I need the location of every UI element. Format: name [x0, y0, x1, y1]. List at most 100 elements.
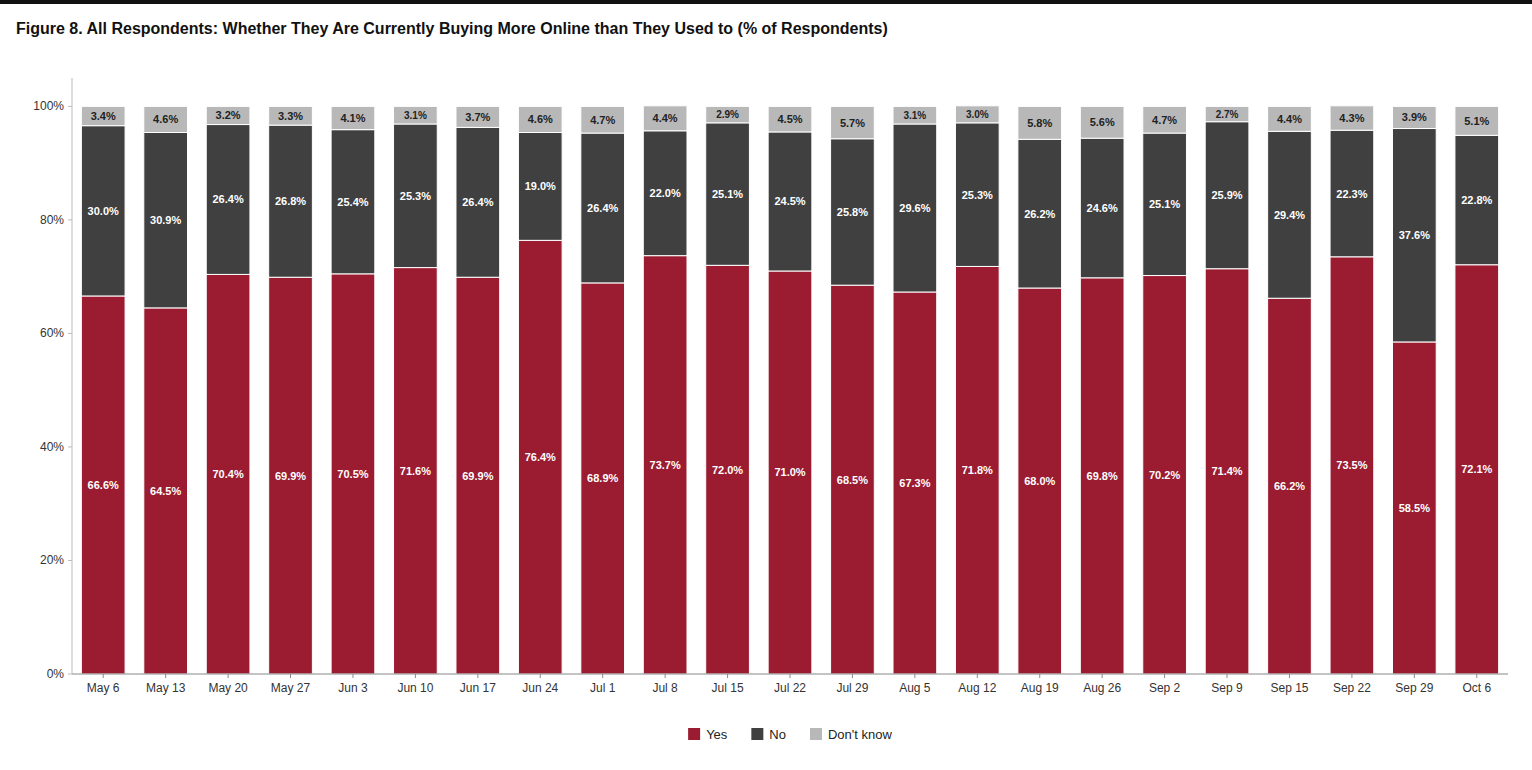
bar — [1455, 265, 1499, 674]
data-label: 71.6% — [400, 465, 431, 477]
data-label: 3.0% — [966, 109, 989, 120]
top-rule — [0, 0, 1532, 4]
data-label: 25.4% — [337, 196, 368, 208]
x-tick-label: Aug 19 — [1021, 681, 1059, 695]
data-label: 3.7% — [465, 111, 490, 123]
bar — [1455, 106, 1499, 135]
x-tick-label: Jul 15 — [712, 681, 744, 695]
data-label: 25.3% — [400, 190, 431, 202]
x-tick-label: Jul 8 — [652, 681, 678, 695]
legend-label: No — [769, 727, 786, 742]
bar — [206, 274, 250, 674]
legend-item: Yes — [688, 727, 728, 742]
bar — [1392, 129, 1436, 342]
x-tick-label: Aug 5 — [899, 681, 931, 695]
data-label: 70.5% — [337, 468, 368, 480]
data-label: 24.5% — [774, 195, 805, 207]
x-tick — [1227, 674, 1228, 678]
data-label: 30.9% — [150, 214, 181, 226]
x-tick-label: Aug 12 — [958, 681, 996, 695]
bar — [643, 131, 687, 256]
legend-swatch — [688, 728, 700, 740]
data-label: 37.6% — [1399, 229, 1430, 241]
data-label: 30.0% — [88, 205, 119, 217]
bar — [1205, 122, 1249, 269]
data-label: 26.4% — [587, 202, 618, 214]
data-labels: 66.6%64.5%70.4%69.9%70.5%71.6%69.9%76.4%… — [88, 109, 1493, 514]
data-label: 25.9% — [1211, 189, 1242, 201]
x-tick-label: Jul 1 — [590, 681, 616, 695]
x-tick — [1351, 674, 1352, 678]
x-tick-label: Jul 22 — [774, 681, 806, 695]
data-label: 69.8% — [1087, 470, 1118, 482]
y-tick-label: 60% — [40, 326, 64, 340]
data-label: 25.3% — [962, 189, 993, 201]
legend-swatch — [751, 728, 763, 740]
bar — [206, 106, 250, 124]
bars — [81, 106, 1498, 674]
data-label: 5.6% — [1090, 116, 1115, 128]
data-label: 25.8% — [837, 206, 868, 218]
data-label: 26.4% — [462, 196, 493, 208]
x-tick — [1476, 674, 1477, 678]
data-label: 68.5% — [837, 474, 868, 486]
y-tick — [68, 446, 72, 447]
title: Figure 8. All Respondents: Whether They … — [16, 20, 888, 37]
legend-item: Don't know — [810, 727, 893, 742]
bar — [955, 123, 999, 267]
data-label: 71.8% — [962, 464, 993, 476]
data-label: 70.2% — [1149, 469, 1180, 481]
bar — [893, 124, 937, 292]
x-tick — [1414, 674, 1415, 678]
bar — [1143, 276, 1187, 674]
bar — [456, 277, 500, 674]
x-tick — [977, 674, 978, 678]
x-tick-label: May 6 — [87, 681, 120, 695]
bar — [394, 124, 438, 268]
chart: Figure 8. All Respondents: Whether They … — [0, 0, 1532, 770]
bar — [518, 106, 562, 132]
bar — [456, 106, 500, 127]
bar — [269, 125, 313, 277]
y-tick — [68, 674, 72, 675]
data-label: 73.7% — [650, 459, 681, 471]
x-tick-label: Jun 3 — [338, 681, 368, 695]
bar — [581, 283, 625, 674]
y-tick-label: 100% — [33, 99, 64, 113]
data-label: 19.0% — [525, 180, 556, 192]
bar — [1018, 106, 1062, 139]
data-label: 66.6% — [88, 479, 119, 491]
legend: Yes No Don't know — [688, 727, 892, 742]
x-tick — [602, 674, 603, 678]
x-tick — [477, 674, 478, 678]
data-label: 4.6% — [528, 113, 553, 125]
x-tick — [228, 674, 229, 678]
bar — [1330, 130, 1374, 257]
data-label: 22.3% — [1336, 188, 1367, 200]
data-label: 3.1% — [903, 110, 926, 121]
bar — [706, 123, 750, 265]
data-label: 4.7% — [590, 114, 615, 126]
data-label: 4.5% — [777, 113, 802, 125]
bar — [768, 106, 812, 132]
x-tick-label: Jun 24 — [522, 681, 558, 695]
data-label: 26.2% — [1024, 208, 1055, 220]
data-label: 4.4% — [653, 112, 678, 124]
bar — [331, 130, 375, 274]
data-label: 3.1% — [404, 110, 427, 121]
y-axis-line — [72, 78, 73, 674]
bar — [81, 106, 125, 125]
bar — [1080, 278, 1124, 674]
x-tick-label: May 27 — [271, 681, 311, 695]
legend-label: Don't know — [828, 727, 893, 742]
y-tick — [68, 333, 72, 334]
x-tick — [352, 674, 353, 678]
x-tick — [1039, 674, 1040, 678]
data-label: 25.1% — [1149, 198, 1180, 210]
bar — [144, 308, 188, 674]
x-tick — [103, 674, 104, 678]
bar — [1205, 106, 1249, 121]
bar — [1392, 106, 1436, 128]
data-label: 69.9% — [275, 470, 306, 482]
x-tick — [1164, 674, 1165, 678]
